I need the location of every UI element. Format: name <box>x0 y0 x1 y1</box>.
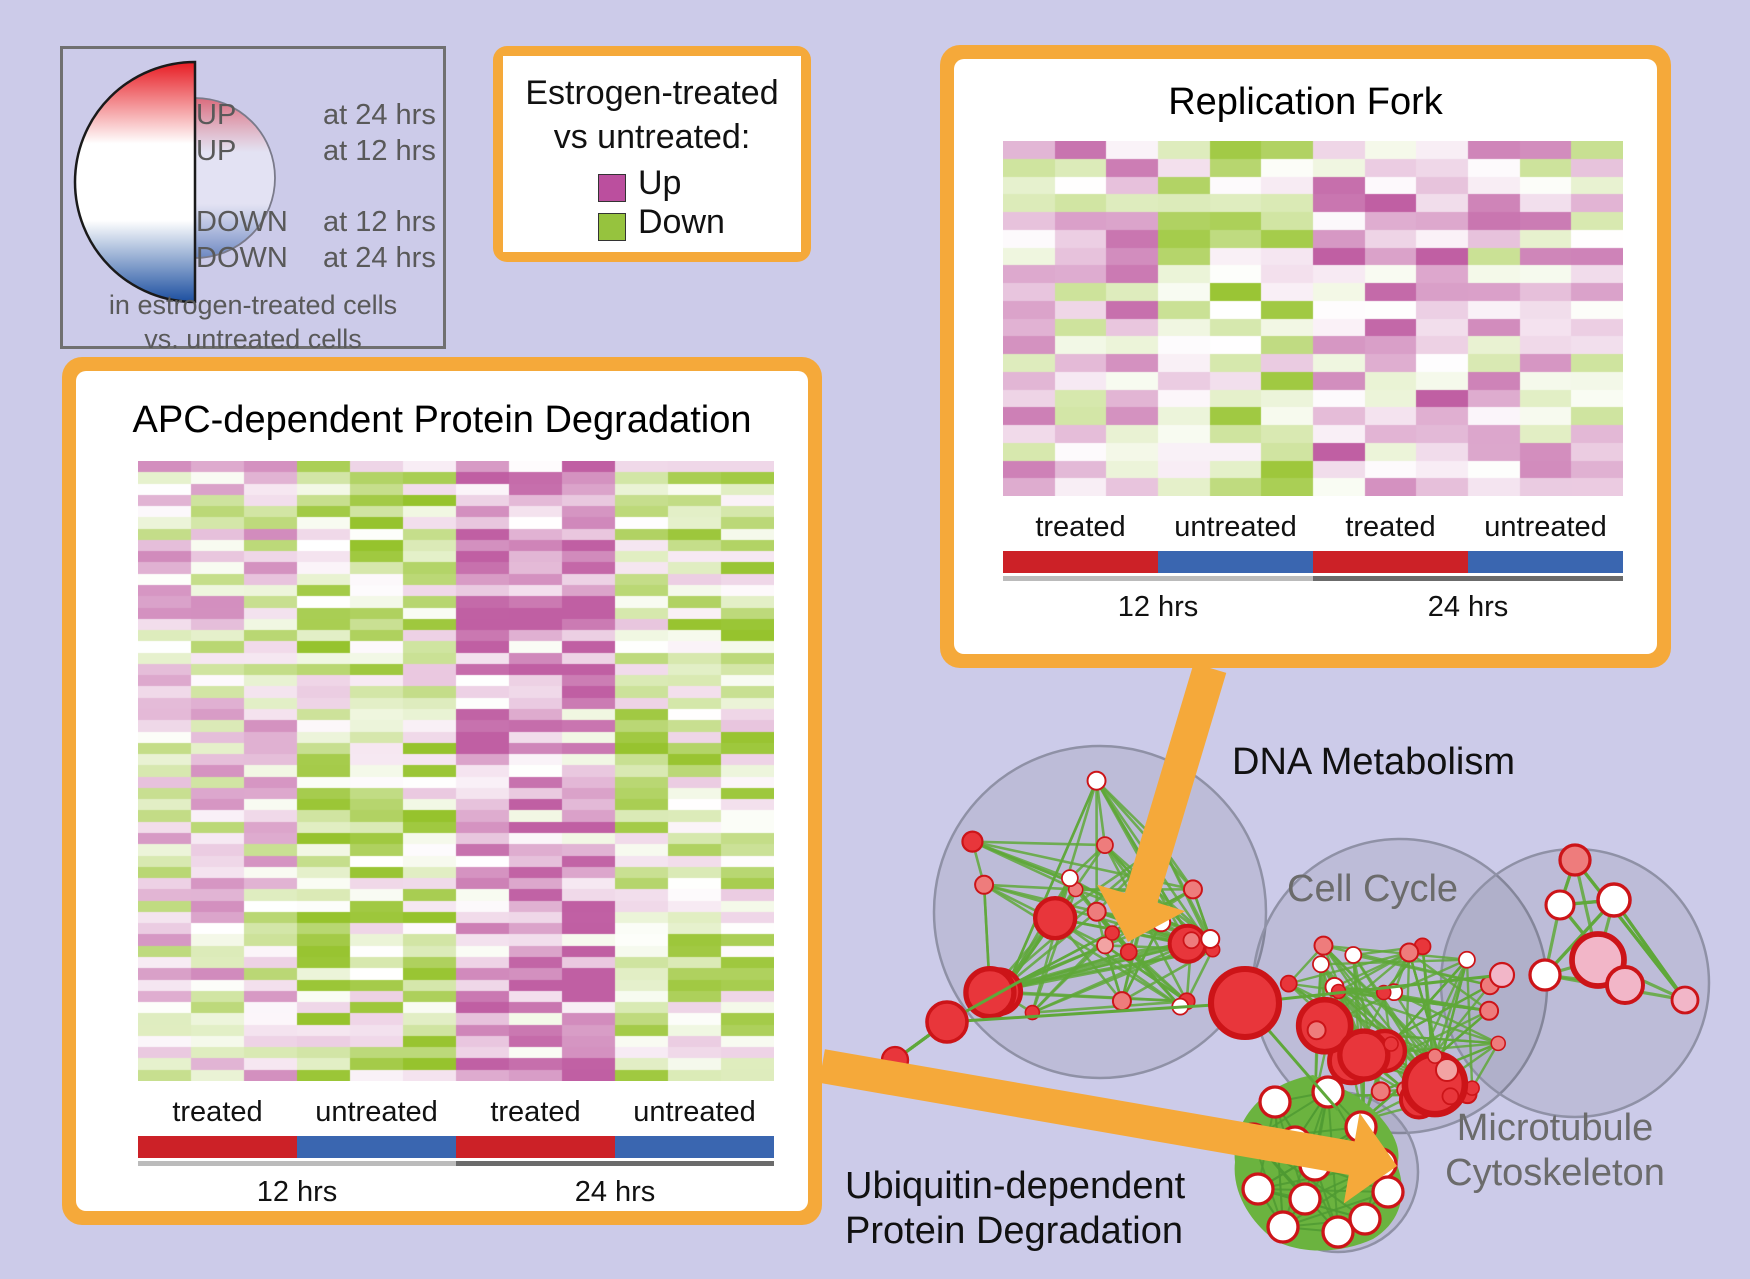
svg-text:Ubiquitin-dependent: Ubiquitin-dependent <box>845 1165 1186 1207</box>
svg-text:Cytoskeleton: Cytoskeleton <box>1445 1152 1665 1194</box>
svg-text:DNA Metabolism: DNA Metabolism <box>1232 741 1515 783</box>
svg-text:Protein Degradation: Protein Degradation <box>845 1210 1183 1252</box>
svg-text:Cell Cycle: Cell Cycle <box>1287 868 1458 910</box>
svg-text:Microtubule: Microtubule <box>1457 1107 1653 1149</box>
